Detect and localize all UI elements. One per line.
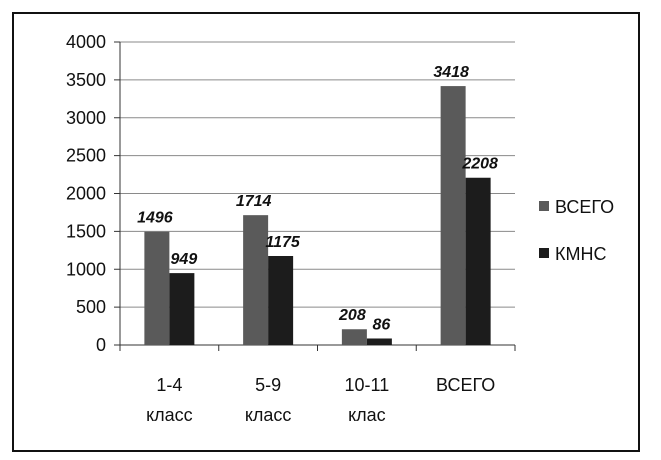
bar-kmns [465, 177, 491, 345]
y-tick-label: 3500 [66, 70, 106, 90]
legend: ВСЕГО КМНС [539, 197, 614, 264]
chart-frame [12, 12, 640, 452]
bar-kmns [268, 255, 294, 345]
bar-kmns [169, 273, 195, 345]
value-labels: 1496 949 1714 1175 208 86 3418 2208 [137, 64, 498, 333]
y-tick-label: 0 [96, 335, 106, 355]
bar-kmns [366, 338, 392, 345]
y-tick-label: 4000 [66, 32, 106, 52]
x-axis-categories: 1-4 класс 5-9 класс 10-11 клас ВСЕГО [146, 375, 495, 425]
bars [144, 86, 491, 346]
x-category-label: 1-4 [156, 375, 182, 395]
y-tick-label: 2500 [66, 146, 106, 166]
y-tick-label: 500 [76, 297, 106, 317]
bar-vsego [243, 215, 269, 345]
data-label: 3418 [433, 64, 469, 81]
x-category-label: 10-11 [345, 375, 390, 395]
y-tick-label: 1000 [66, 259, 106, 279]
y-tick-label: 3000 [66, 108, 106, 128]
data-label: 208 [338, 307, 366, 324]
data-label: 86 [372, 316, 390, 333]
data-label: 1496 [137, 210, 173, 227]
data-label: 2208 [461, 156, 498, 173]
y-axis-ticks: 0 500 1000 1500 2000 2500 3000 3500 4000 [66, 32, 106, 355]
legend-swatch [539, 201, 549, 211]
x-category-label: клас [348, 405, 386, 425]
legend-swatch [539, 248, 549, 258]
x-category-label: класс [245, 405, 292, 425]
data-label: 1175 [265, 234, 301, 251]
y-tick-label: 1500 [66, 221, 106, 241]
legend-label: ВСЕГО [555, 197, 614, 217]
bar-vsego [144, 231, 170, 345]
bar-vsego [440, 86, 466, 346]
data-label: 949 [171, 251, 198, 268]
legend-label: КМНС [555, 244, 606, 264]
x-category-label: ВСЕГО [436, 375, 495, 395]
x-category-label: класс [146, 405, 193, 425]
bar-vsego [341, 329, 367, 345]
data-label: 1714 [236, 193, 272, 210]
x-category-label: 5-9 [255, 375, 281, 395]
y-tick-label: 2000 [66, 184, 106, 204]
